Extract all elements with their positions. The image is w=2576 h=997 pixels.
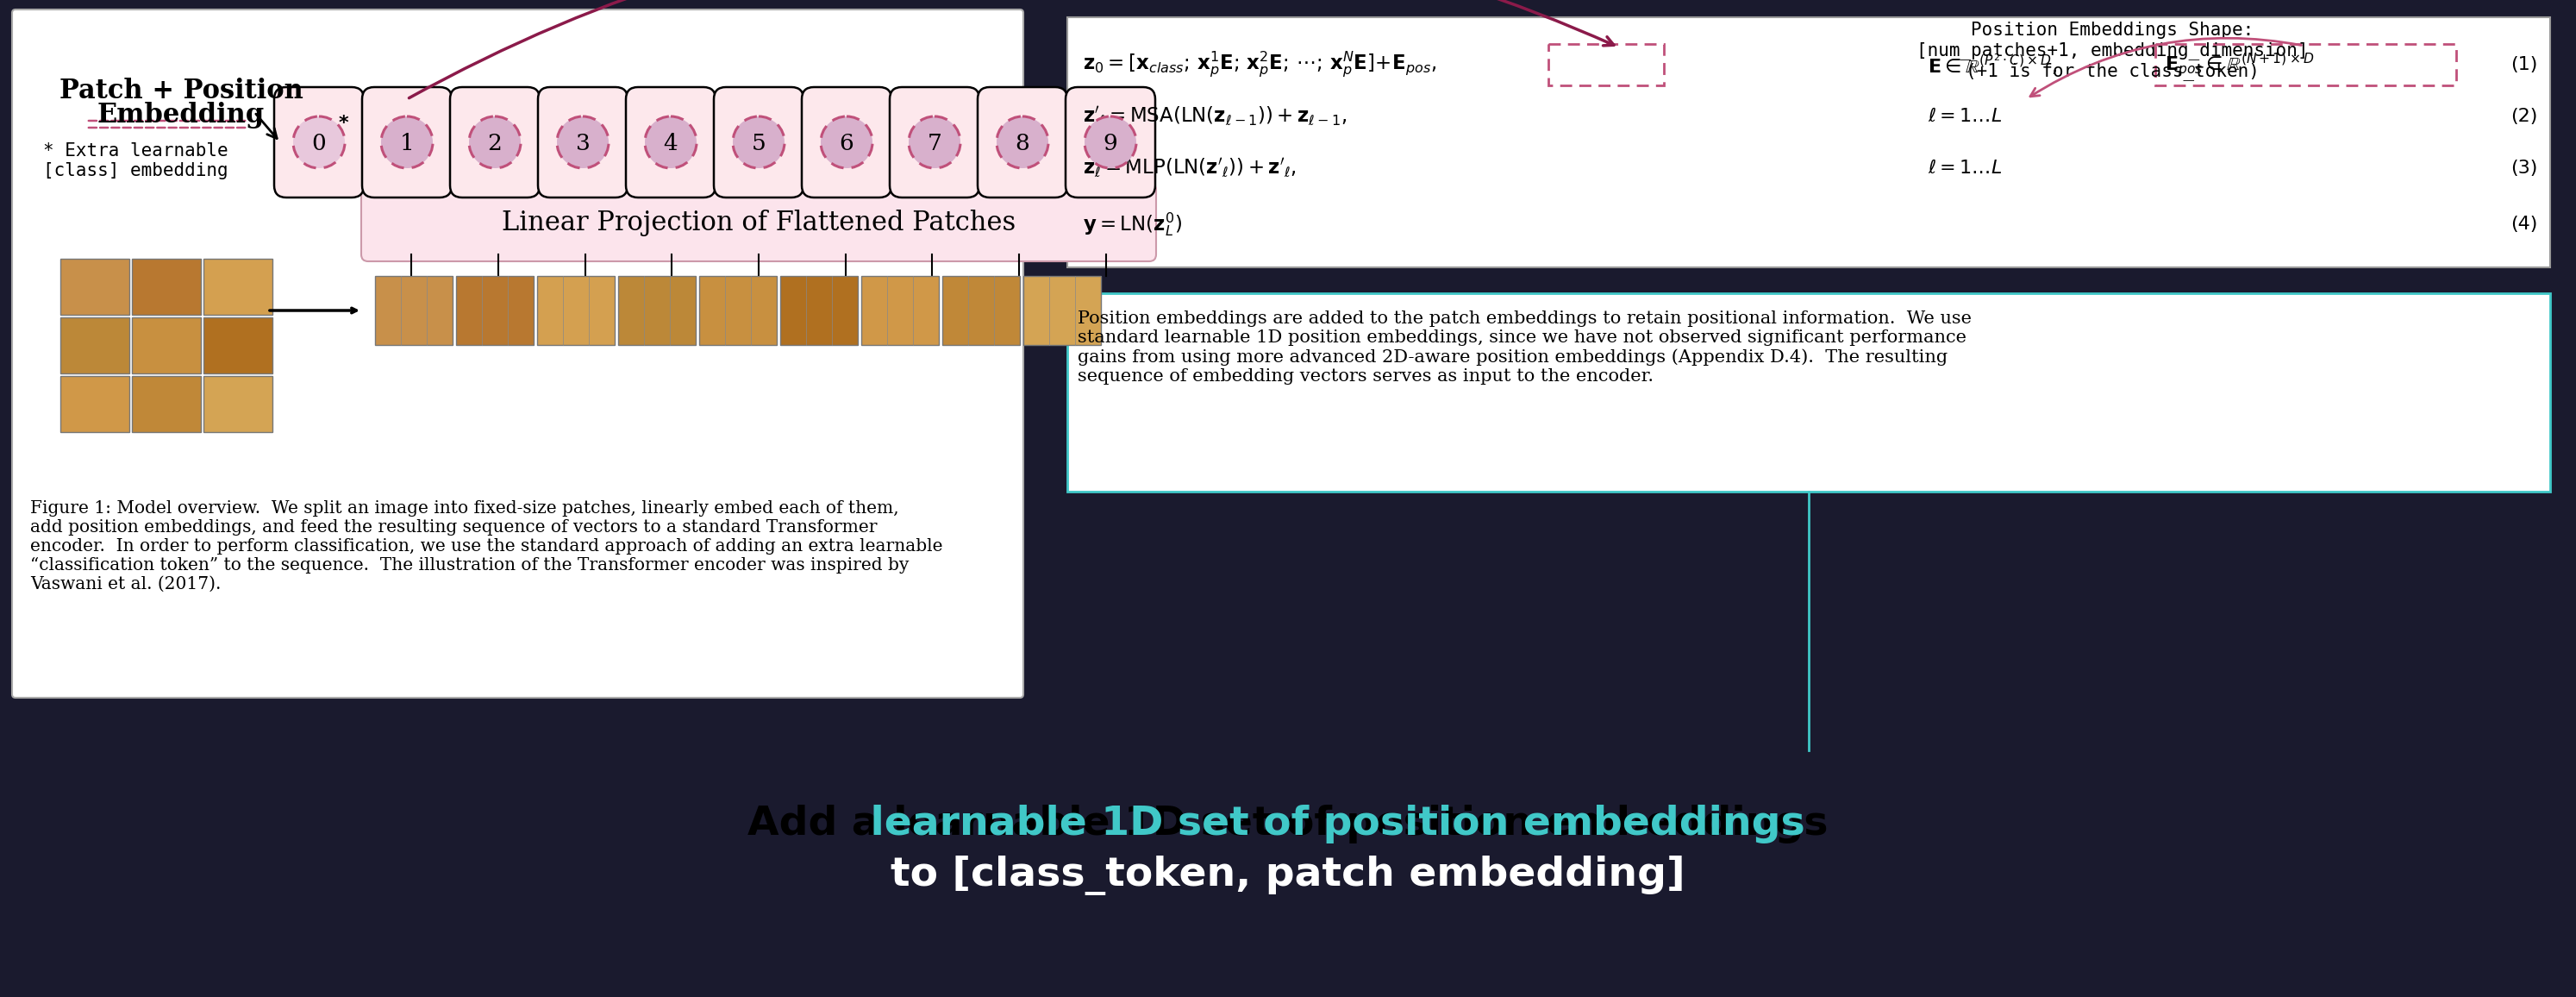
Text: 0: 0 [312,134,327,155]
FancyBboxPatch shape [204,259,273,315]
FancyBboxPatch shape [714,87,804,197]
FancyBboxPatch shape [943,276,1020,345]
FancyBboxPatch shape [889,87,979,197]
FancyBboxPatch shape [273,87,363,197]
FancyBboxPatch shape [1066,87,1154,197]
Text: $\ell = 1\ldots L$: $\ell = 1\ldots L$ [1927,108,2002,125]
Text: Linear Projection of Flattened Patches: Linear Projection of Flattened Patches [502,209,1015,236]
FancyBboxPatch shape [801,87,891,197]
Text: $\ell = 1\ldots L$: $\ell = 1\ldots L$ [1927,160,2002,176]
Circle shape [822,117,873,168]
FancyBboxPatch shape [363,87,451,197]
FancyBboxPatch shape [451,87,541,197]
Text: 7: 7 [927,134,943,155]
FancyBboxPatch shape [1023,276,1100,345]
Text: Figure 1: Model overview.  We split an image into fixed-size patches, linearly e: Figure 1: Model overview. We split an im… [31,500,943,592]
FancyArrowPatch shape [410,0,1613,98]
Text: 6: 6 [840,134,853,155]
Text: learnable 1D set of position embeddings: learnable 1D set of position embeddings [770,805,1806,843]
Circle shape [469,117,520,168]
Text: 9: 9 [1103,134,1118,155]
Text: $\mathbf{z}_\ell = \mathrm{MLP}(\mathrm{LN}(\mathbf{z}'_\ell)) + \mathbf{z}'_\el: $\mathbf{z}_\ell = \mathrm{MLP}(\mathrm{… [1082,157,1296,179]
FancyBboxPatch shape [131,376,201,432]
FancyBboxPatch shape [456,276,533,345]
Text: (3): (3) [2509,160,2537,176]
Text: 8: 8 [1015,134,1030,155]
FancyBboxPatch shape [618,276,696,345]
FancyBboxPatch shape [860,276,938,345]
FancyBboxPatch shape [1066,17,2550,267]
Text: (1): (1) [2509,56,2537,74]
Text: 2: 2 [487,134,502,155]
Circle shape [732,117,786,168]
FancyBboxPatch shape [204,376,273,432]
Text: $\mathbf{E}_{pos} \in \mathbb{R}^{(N+1)\times D}$: $\mathbf{E}_{pos} \in \mathbb{R}^{(N+1)\… [2164,51,2313,79]
Text: Patch + Position: Patch + Position [59,78,304,105]
Text: 5: 5 [752,134,765,155]
Circle shape [997,117,1048,168]
Text: $\mathbf{y} = \mathrm{LN}(\mathbf{z}_L^0)$: $\mathbf{y} = \mathrm{LN}(\mathbf{z}_L^0… [1082,210,1182,238]
Text: 3: 3 [574,134,590,155]
FancyBboxPatch shape [59,317,129,374]
Text: $\mathbf{z}_0 = [\mathbf{x}_{class};\, \mathbf{x}_p^1\mathbf{E};\, \mathbf{x}_p^: $\mathbf{z}_0 = [\mathbf{x}_{class};\, \… [1082,50,1437,80]
Circle shape [381,117,433,168]
Circle shape [294,117,345,168]
FancyBboxPatch shape [131,259,201,315]
FancyBboxPatch shape [1066,293,2550,492]
Text: Position embeddings are added to the patch embeddings to retain positional infor: Position embeddings are added to the pat… [1077,310,1971,385]
Circle shape [1084,117,1136,168]
FancyBboxPatch shape [781,276,858,345]
FancyArrowPatch shape [2030,38,2300,97]
FancyBboxPatch shape [376,276,453,345]
Circle shape [909,117,961,168]
FancyBboxPatch shape [626,87,716,197]
Text: *: * [337,115,348,132]
FancyBboxPatch shape [538,87,629,197]
Text: $\mathbf{E} \in \mathbb{R}^{(P^2\cdot C)\times D},$: $\mathbf{E} \in \mathbb{R}^{(P^2\cdot C)… [1927,53,2056,77]
Text: Position Embeddings Shape:
[num_patches+1, embedding_dimension]
(+1 is for the c: Position Embeddings Shape: [num_patches+… [1917,22,2308,81]
Text: * Extra learnable
[class] embedding: * Extra learnable [class] embedding [44,143,229,179]
FancyBboxPatch shape [538,276,616,345]
FancyBboxPatch shape [698,276,778,345]
FancyBboxPatch shape [204,317,273,374]
Circle shape [644,117,696,168]
FancyBboxPatch shape [13,10,1023,698]
Text: to [class_token, patch embedding]: to [class_token, patch embedding] [891,855,1685,895]
FancyBboxPatch shape [979,87,1066,197]
Text: 4: 4 [665,134,677,155]
Text: Add a learnable 1D set of position embeddings: Add a learnable 1D set of position embed… [747,805,1829,843]
Text: (4): (4) [2509,215,2537,233]
Text: $\mathbf{z}'_\ell = \mathrm{MSA}(\mathrm{LN}(\mathbf{z}_{\ell-1})) + \mathbf{z}_: $\mathbf{z}'_\ell = \mathrm{MSA}(\mathrm… [1082,105,1347,128]
FancyBboxPatch shape [59,259,129,315]
FancyBboxPatch shape [59,376,129,432]
FancyBboxPatch shape [131,317,201,374]
Text: (2): (2) [2509,108,2537,125]
Circle shape [556,117,608,168]
FancyBboxPatch shape [361,182,1157,261]
Text: 1: 1 [399,134,415,155]
Text: Embedding: Embedding [98,102,265,129]
